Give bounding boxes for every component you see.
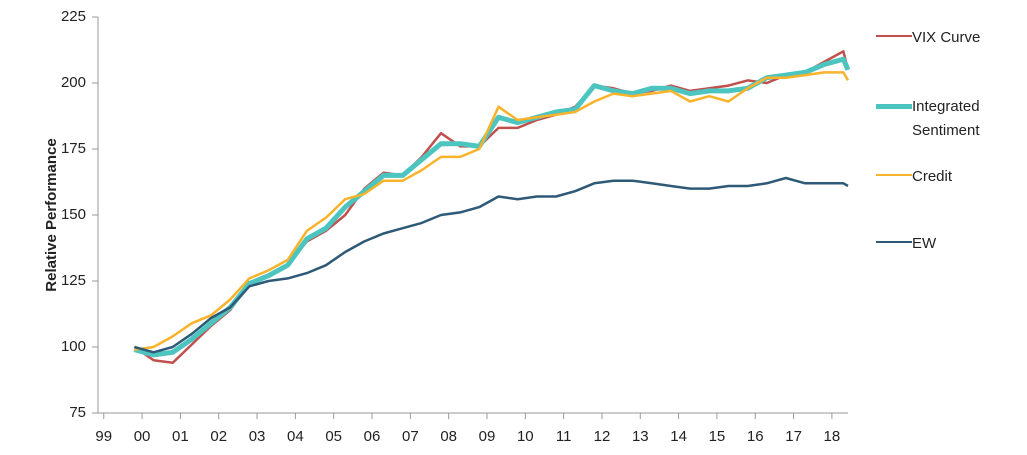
legend-item: Credit — [876, 165, 1022, 189]
y-tick-label: 200 — [61, 74, 86, 91]
legend-swatch — [876, 35, 912, 37]
x-tick-label: 02 — [210, 428, 227, 445]
legend-label: Integrated Sentiment — [912, 98, 980, 139]
series-line — [133, 56, 851, 358]
x-tick-label: 14 — [670, 428, 687, 445]
legend-swatch — [876, 174, 912, 176]
x-tick-label: 06 — [364, 428, 381, 445]
legend-label: EW — [912, 235, 937, 252]
x-tick-label: 15 — [709, 428, 726, 445]
y-axis-label: Relative Performance — [43, 138, 60, 291]
x-tick-label: 13 — [632, 428, 649, 445]
x-tick-label: 17 — [785, 428, 802, 445]
x-tick-label: 99 — [95, 428, 112, 445]
legend-label: VIX Curve — [912, 29, 981, 46]
y-tick-label: 150 — [61, 206, 86, 223]
legend-swatch — [876, 104, 912, 109]
y-tick-label: 75 — [69, 404, 86, 421]
y-tick-label: 225 — [61, 8, 86, 25]
legend-swatch — [876, 241, 912, 243]
legend-label: Credit — [912, 168, 953, 185]
y-tick-label: 175 — [61, 140, 86, 157]
x-tick-label: 01 — [172, 428, 189, 445]
legend-item: Integrated Sentiment — [876, 95, 1022, 143]
legend-item: EW — [876, 232, 1022, 256]
x-tick-label: 08 — [440, 428, 457, 445]
x-tick-label: 18 — [824, 428, 841, 445]
y-tick-label: 100 — [61, 338, 86, 355]
x-tick-label: 16 — [747, 428, 764, 445]
series-line — [134, 176, 849, 354]
x-tick-label: 00 — [134, 428, 151, 445]
y-tick-label: 125 — [61, 272, 86, 289]
x-tick-label: 12 — [594, 428, 611, 445]
x-tick-label: 11 — [556, 428, 572, 445]
x-tick-label: 10 — [517, 428, 534, 445]
x-tick-label: 07 — [402, 428, 419, 445]
series-line — [134, 71, 850, 351]
series-line — [133, 50, 850, 365]
x-tick-label: 04 — [287, 428, 304, 445]
x-tick-label: 05 — [325, 428, 342, 445]
x-tick-label: 03 — [249, 428, 266, 445]
legend-item: VIX Curve — [876, 26, 1022, 50]
x-tick-label: 09 — [479, 428, 496, 445]
